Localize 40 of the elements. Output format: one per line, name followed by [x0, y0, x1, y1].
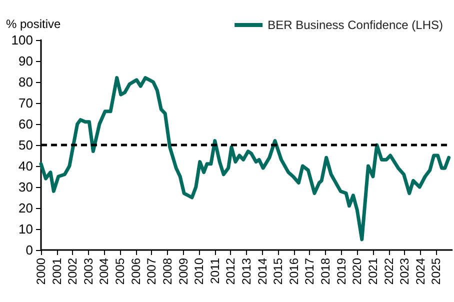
- y-tick-label: 70: [18, 96, 33, 110]
- y-tick-label: 80: [18, 74, 33, 90]
- y-tick-label: 0: [26, 242, 33, 258]
- x-tick-label: 2000: [34, 258, 48, 285]
- x-tick-label: 2020: [350, 258, 364, 285]
- x-tick-label: 2013: [240, 258, 254, 285]
- y-tick-label: 100: [11, 32, 33, 48]
- y-tick-label: 90: [18, 54, 33, 68]
- y-tick-label: 60: [18, 116, 33, 132]
- y-tick-label: 10: [18, 222, 33, 236]
- x-tick-label: 2001: [50, 258, 64, 285]
- y-axis-title: % positive: [6, 17, 62, 31]
- x-tick-label: 2018: [318, 258, 333, 285]
- x-tick-label: 2011: [208, 258, 222, 284]
- x-tick-label: 2003: [81, 258, 96, 285]
- x-tick-label: 2022: [382, 258, 396, 285]
- x-tick-label: 2021: [366, 258, 380, 285]
- line-series: [39, 76, 451, 242]
- x-tick-label: 2023: [398, 258, 412, 285]
- x-tick-label: 2019: [334, 258, 348, 285]
- x-tick-label: 2006: [128, 258, 143, 285]
- x-tick-label: 2025: [429, 258, 444, 285]
- x-tick-label: 2004: [97, 258, 112, 285]
- y-tick-label: 50: [18, 138, 33, 152]
- x-tick-label: 2012: [224, 258, 238, 285]
- y-tick-label: 40: [18, 158, 33, 174]
- x-tick-label: 2016: [286, 258, 301, 285]
- x-tick-label: 2024: [413, 258, 428, 285]
- x-tick-label: 2009: [176, 258, 190, 285]
- y-tick-label: 20: [18, 200, 33, 216]
- y-tick-label: 30: [18, 180, 33, 194]
- x-tick-label: 2002: [66, 258, 80, 285]
- x-tick-label: 2007: [144, 258, 159, 285]
- x-tick-label: 2014: [255, 258, 270, 285]
- x-tick-label: 2015: [271, 258, 286, 285]
- x-tick-label: 2010: [192, 258, 206, 285]
- x-tick-label: 2008: [160, 258, 174, 285]
- x-tick-label: 2017: [302, 258, 317, 285]
- legend-label: BER Business Confidence (LHS): [268, 18, 444, 32]
- x-tick-label: 2005: [113, 258, 128, 285]
